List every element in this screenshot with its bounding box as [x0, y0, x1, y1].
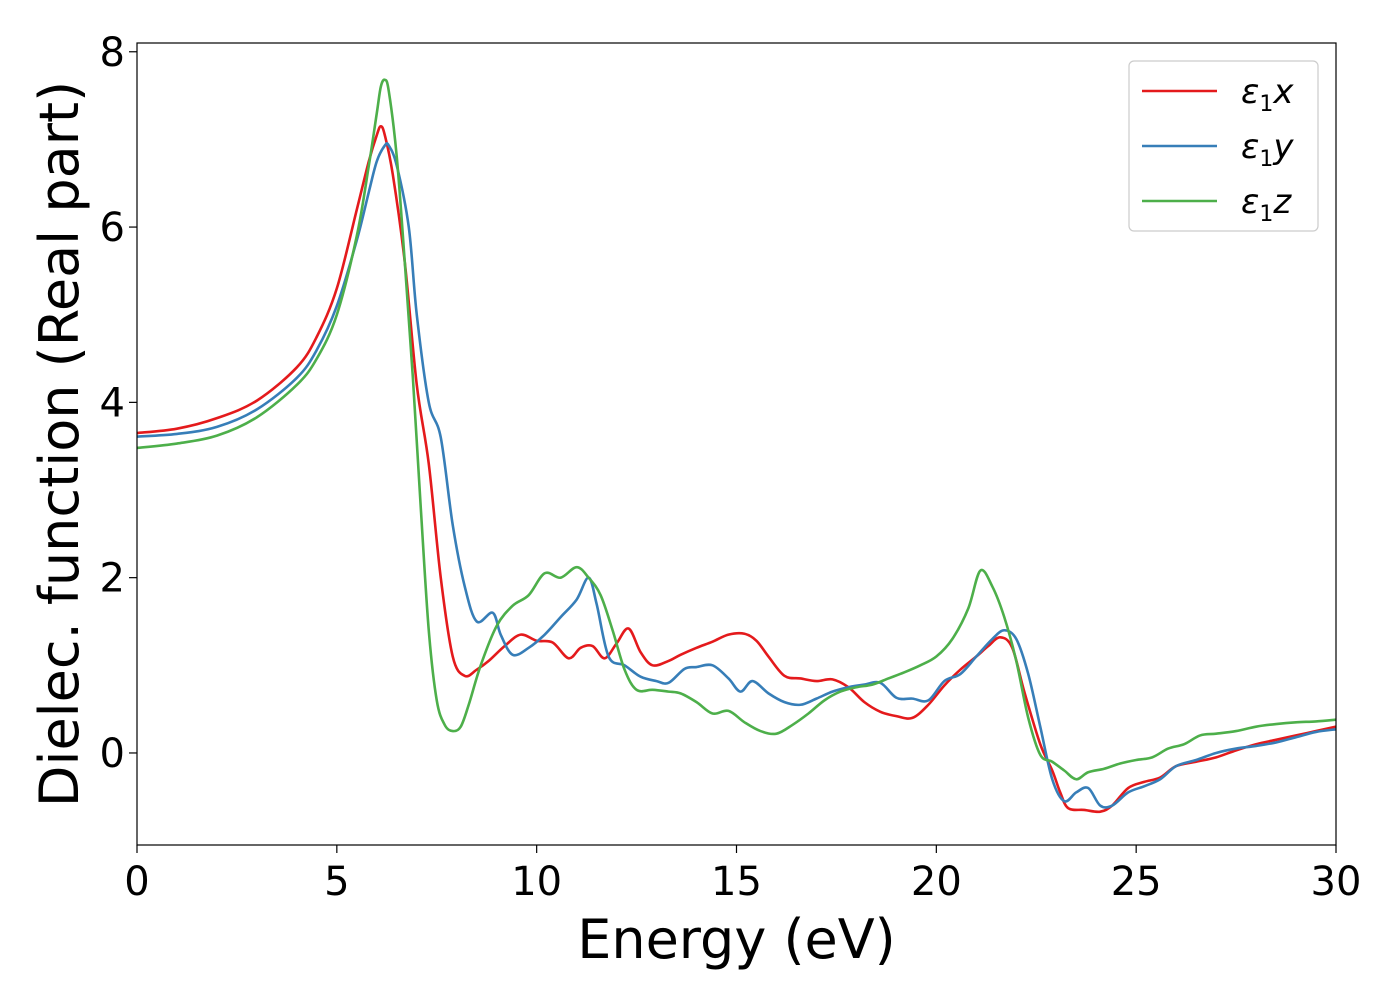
x-tick-label: 25: [1111, 859, 1162, 905]
y-tick-label: 6: [100, 205, 125, 251]
y-tick-label: 0: [100, 731, 125, 777]
y-axis-label: Dielec. function (Real part): [28, 81, 91, 807]
legend-box: [1128, 60, 1319, 232]
x-axis-label: Energy (eV): [577, 908, 896, 971]
y-tick-label: 8: [100, 30, 125, 76]
x-tick-label: 15: [711, 859, 762, 905]
legend-label-x: ε1x: [1241, 72, 1294, 117]
y-tick-label: 2: [100, 556, 125, 602]
x-tick-label: 10: [511, 859, 562, 905]
series-line-x: [136, 124, 1337, 814]
x-axis: 0 5 10 15 20 25 30: [124, 845, 1361, 905]
legend-label-z: ε1z: [1241, 182, 1292, 227]
y-axis: 0 2 4 6 8: [100, 30, 137, 777]
x-tick-label: 5: [324, 859, 349, 905]
series-line-z: [136, 78, 1337, 781]
x-tick-label: 30: [1311, 859, 1362, 905]
y-tick-label: 4: [100, 380, 125, 426]
series-layer: [136, 78, 1337, 814]
legend: ε1x ε1y ε1z: [1128, 60, 1319, 232]
x-tick-label: 0: [124, 859, 149, 905]
series-line-y: [136, 142, 1337, 809]
legend-label-y: ε1y: [1241, 127, 1294, 172]
x-tick-label: 20: [911, 859, 962, 905]
